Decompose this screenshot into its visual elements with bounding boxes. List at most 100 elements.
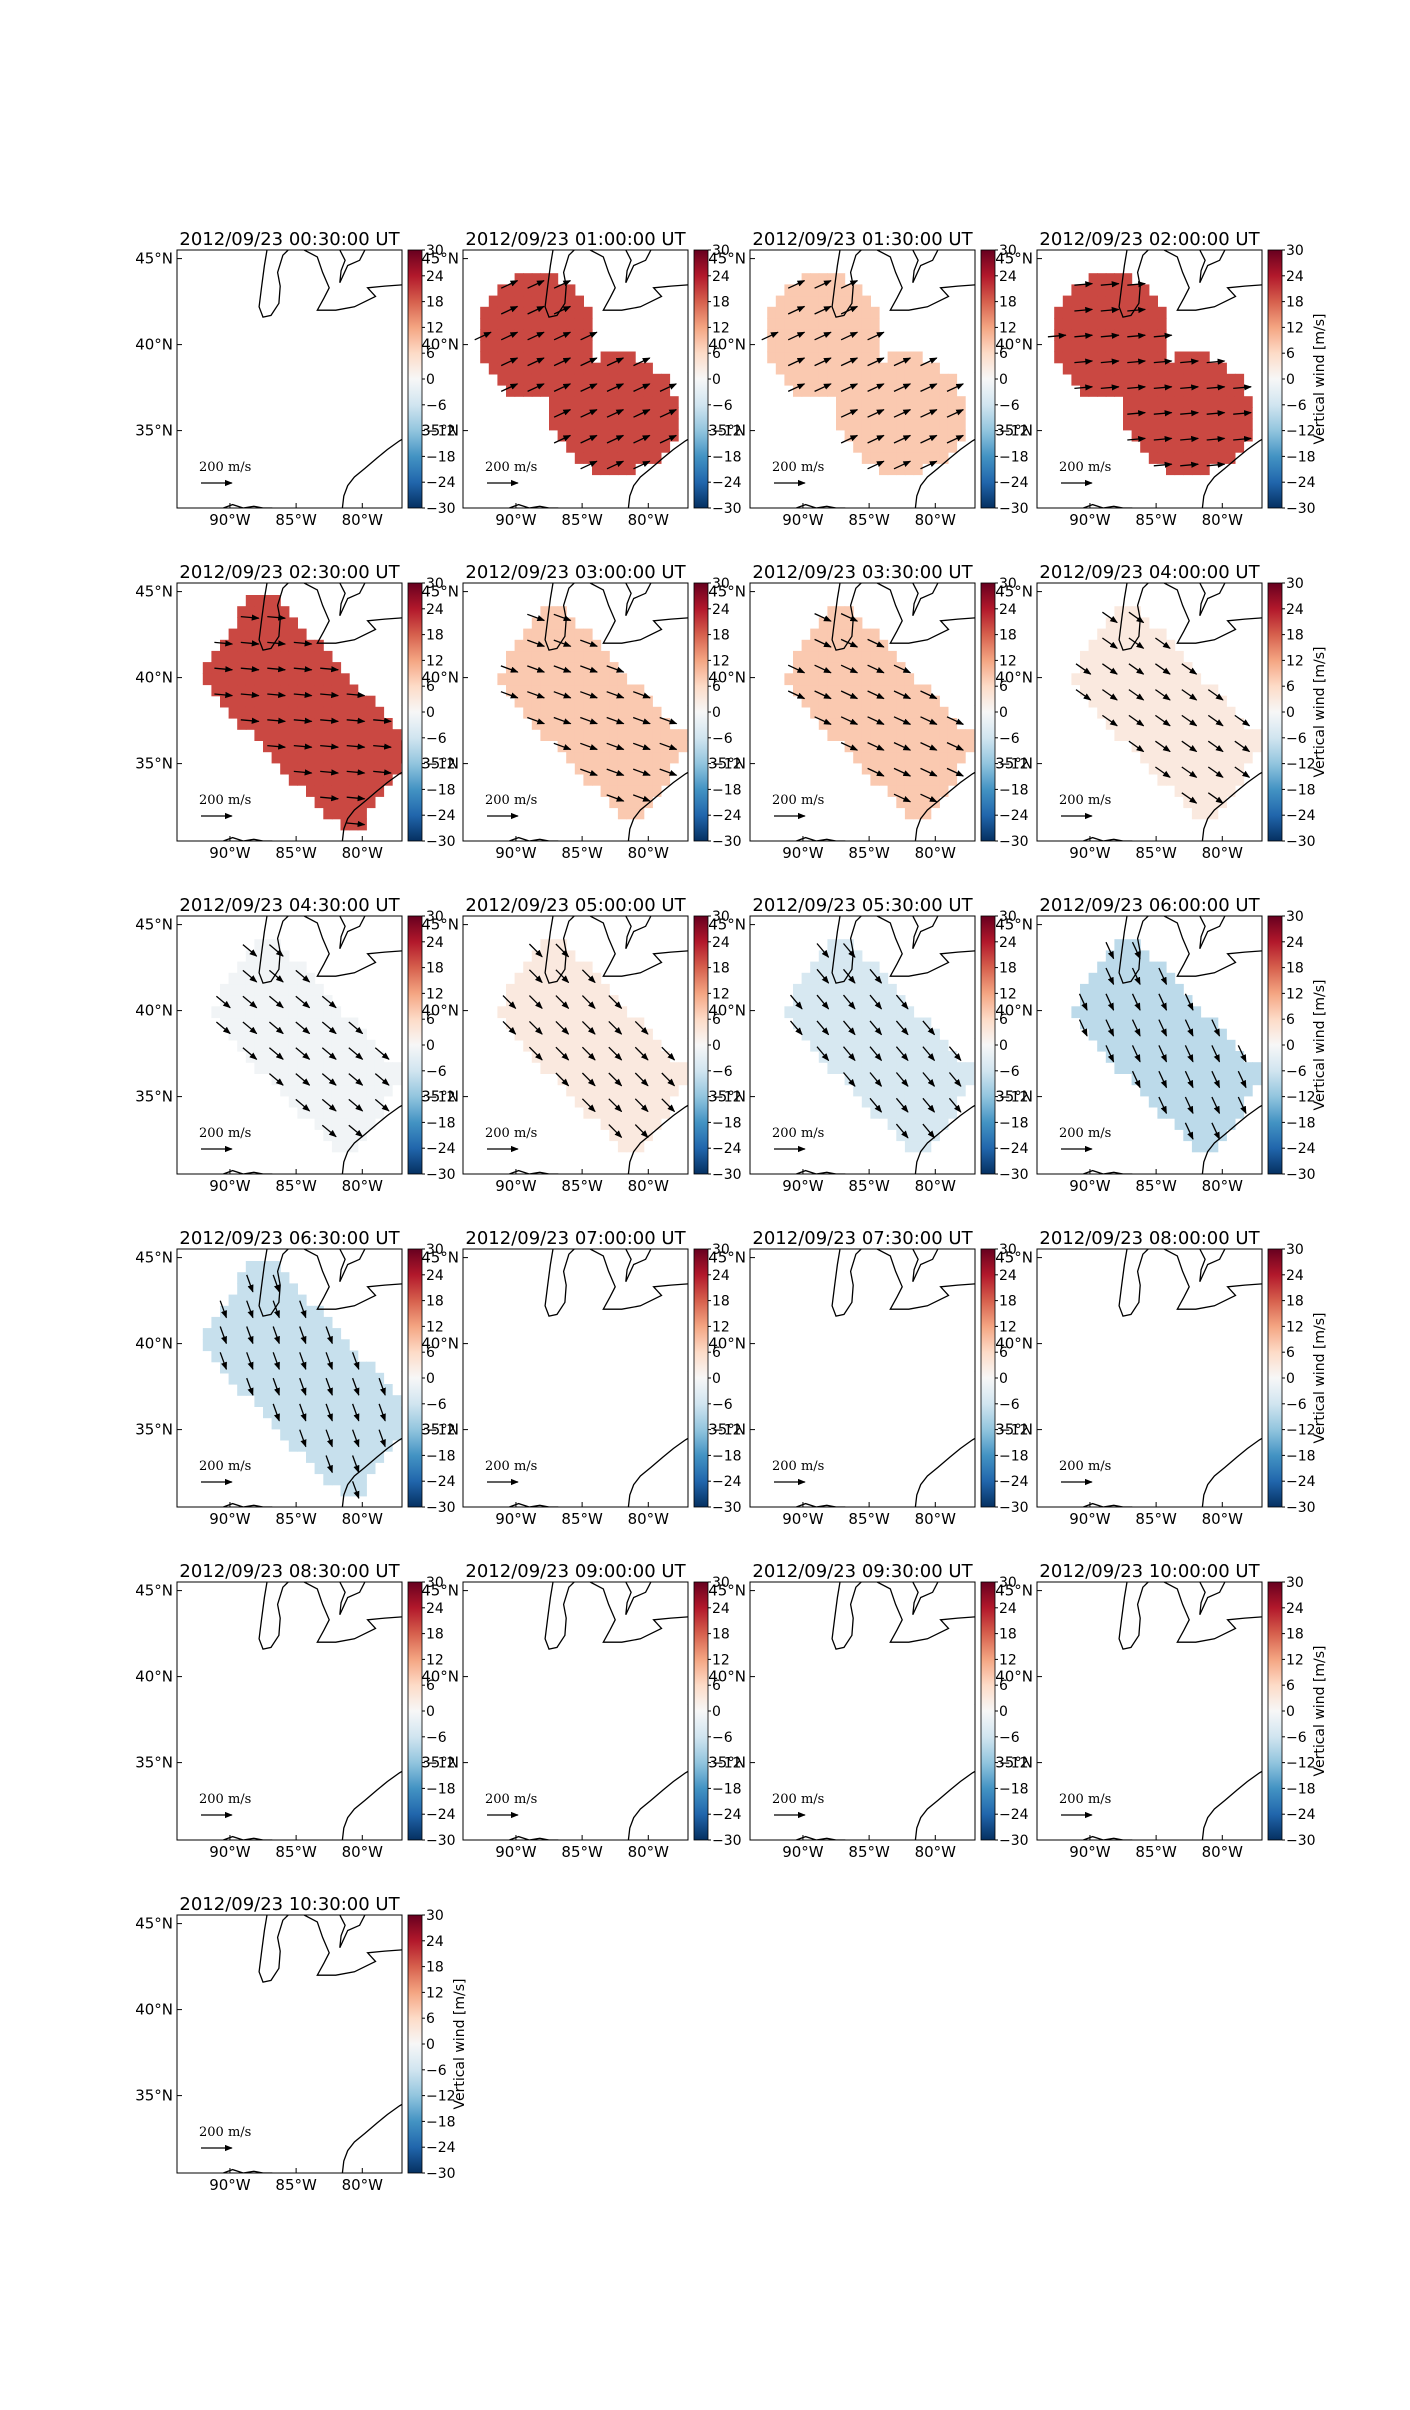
wind-cell xyxy=(887,751,897,764)
wind-cell xyxy=(965,740,975,753)
colorbar-tick-label: 24 xyxy=(1286,1268,1304,1284)
colorbar-tick-label: −12 xyxy=(712,1423,742,1439)
wind-cell xyxy=(1140,1039,1150,1052)
colorbar-tick-label: 12 xyxy=(712,986,730,1002)
wind-cell xyxy=(844,373,854,386)
wind-cell xyxy=(1174,773,1184,786)
wind-cell xyxy=(913,1051,923,1063)
wind-cell xyxy=(574,396,584,408)
wind-arrow xyxy=(1127,435,1146,443)
wind-cell xyxy=(280,1339,290,1352)
wind-cell xyxy=(237,606,247,618)
wind-cell xyxy=(930,418,940,431)
wind-arrow xyxy=(240,614,260,621)
wind-cell xyxy=(540,950,550,963)
wind-cell xyxy=(870,1062,880,1074)
wind-cell xyxy=(506,385,516,397)
wind-cell xyxy=(643,1062,653,1074)
coastline xyxy=(303,1915,402,1976)
wind-cell xyxy=(514,972,524,985)
wind-cell xyxy=(263,1272,273,1284)
wind-cell xyxy=(1200,796,1210,809)
wind-cell xyxy=(357,796,367,809)
wind-cell xyxy=(1123,340,1133,353)
wind-cell xyxy=(1114,1028,1124,1041)
wind-cell xyxy=(660,1106,671,1119)
wind-cell xyxy=(400,740,402,753)
colorbar-tick-label: −6 xyxy=(712,1064,733,1080)
wind-cell xyxy=(1174,1051,1184,1063)
wind-cell xyxy=(583,650,593,663)
wind-cell xyxy=(1157,762,1167,775)
wind-cell xyxy=(1097,295,1107,308)
lon-tick-label: 85°W xyxy=(561,511,603,529)
wind-arrow xyxy=(351,1481,360,1500)
wind-cell xyxy=(600,362,610,375)
panel-title: 2012/09/23 09:30:00 UT xyxy=(752,1561,973,1582)
wind-arrow xyxy=(321,1047,337,1060)
wind-cell xyxy=(349,773,359,786)
wind-cell xyxy=(523,1028,533,1041)
coastline xyxy=(1163,1249,1262,1310)
wind-cell xyxy=(549,1039,559,1052)
wind-cell xyxy=(609,1129,619,1142)
wind-arrow xyxy=(320,769,339,776)
wind-cell xyxy=(531,373,541,386)
wind-cell xyxy=(288,1384,298,1396)
wind-cell xyxy=(574,440,584,453)
wind-cell xyxy=(626,1140,636,1153)
wind-cell xyxy=(220,673,230,686)
wind-cell xyxy=(254,1361,264,1374)
wind-cell xyxy=(660,1084,671,1097)
wind-cell xyxy=(1234,740,1245,753)
wind-cell xyxy=(956,740,966,753)
wind-arrow xyxy=(1234,766,1251,778)
wind-cell xyxy=(635,684,645,697)
wind-cell xyxy=(904,362,915,375)
wind-cell xyxy=(626,418,636,431)
wind-cell xyxy=(271,1339,281,1352)
wind-cell xyxy=(1252,740,1262,753)
wind-cell xyxy=(583,329,593,341)
wind-cell xyxy=(1183,463,1193,476)
wind-cell xyxy=(1209,807,1219,820)
wind-cell xyxy=(609,1095,619,1108)
wind-cell xyxy=(506,295,516,308)
wind-cell xyxy=(810,373,820,386)
wind-cell xyxy=(930,440,940,453)
wind-cell xyxy=(1140,662,1150,674)
wind-arrow xyxy=(1128,663,1145,675)
wind-cell xyxy=(340,1062,350,1074)
wind-arrow xyxy=(816,968,830,984)
wind-cell xyxy=(1157,729,1167,741)
wind-cell xyxy=(626,796,636,809)
wind-cell xyxy=(609,452,619,464)
wind-cell xyxy=(1200,740,1210,753)
wind-cell xyxy=(514,295,524,308)
wind-cell xyxy=(1209,1051,1219,1063)
wind-cell xyxy=(1174,351,1184,364)
wind-cell xyxy=(549,1006,559,1019)
wind-cell xyxy=(540,650,550,663)
wind-cell xyxy=(635,751,645,764)
wind-arrow xyxy=(1184,1070,1194,1089)
wind-arrow xyxy=(946,716,965,725)
wind-cell xyxy=(297,695,307,708)
lat-tick-label: 35°N xyxy=(995,1421,1033,1439)
wind-cell xyxy=(549,673,559,686)
wind-cell xyxy=(818,284,828,297)
wind-cell xyxy=(1166,1095,1176,1108)
wind-cell xyxy=(1105,1039,1115,1052)
colorbar-tick-label: 30 xyxy=(1286,909,1304,925)
wind-cell xyxy=(947,762,958,775)
wind-cell xyxy=(879,440,889,453)
wind-cell xyxy=(1114,650,1124,663)
colorbar-tick-label: −6 xyxy=(712,1730,733,1746)
wind-cell xyxy=(1209,796,1219,809)
lat-tick-label: 35°N xyxy=(995,1088,1033,1106)
wind-cell xyxy=(635,718,645,730)
wind-arrow xyxy=(527,665,546,673)
wind-cell xyxy=(600,1028,610,1041)
wind-cell xyxy=(506,673,516,686)
wind-cell xyxy=(896,729,906,741)
